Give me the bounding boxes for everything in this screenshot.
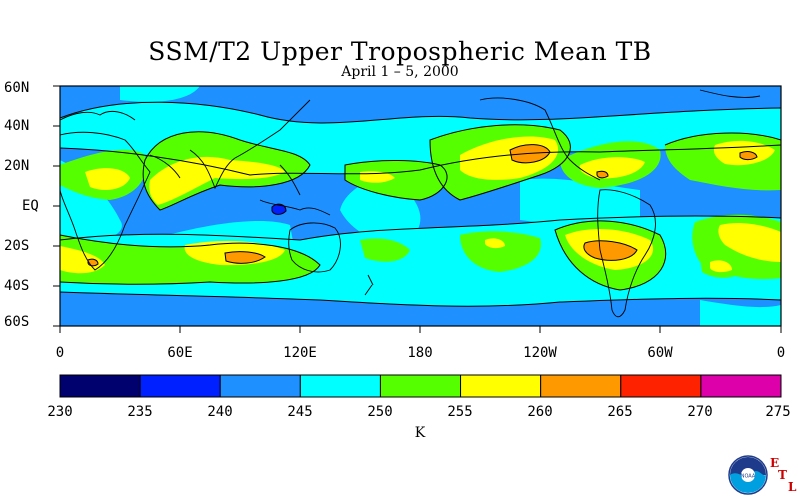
lat-label-20s: 20S [4, 238, 30, 254]
noaa-logo-text: NOAA [741, 474, 756, 480]
coastlines [59, 89, 761, 318]
colorbar-swatch [620, 374, 702, 398]
map-subtitle: April 1 – 5, 2000 [341, 64, 459, 80]
logo-letter-l: L [788, 480, 797, 494]
lat-label-60s: 60S [4, 314, 30, 330]
lat-ticks [53, 85, 60, 327]
colorbar-swatch [139, 374, 221, 398]
logo-letter-e: E [770, 456, 780, 470]
colorbar-label: 255 [447, 404, 473, 420]
contour-lines [59, 101, 782, 307]
lon-label-180: 180 [407, 345, 433, 361]
lon-label-120e: 120E [283, 345, 317, 361]
colorbar-swatch [299, 374, 381, 398]
colorbar-swatch [700, 374, 782, 398]
lat-label-20n: 20N [4, 158, 30, 174]
colorbar-label: 230 [47, 404, 73, 420]
colorbar-label: 260 [527, 404, 553, 420]
colorbar-swatch [379, 374, 462, 398]
colorbar-swatch [540, 374, 622, 398]
temperature-field [59, 85, 782, 327]
lat-label-60n: 60N [4, 80, 30, 96]
colorbar-label: 270 [687, 404, 713, 420]
noaa-logo-icon: NOAA [728, 455, 768, 495]
colorbar-label: 240 [207, 404, 233, 420]
lon-ticks [59, 326, 782, 333]
colorbar-swatch [219, 374, 301, 398]
colorbar-label: 265 [607, 404, 633, 420]
colorbar-label: 250 [367, 404, 393, 420]
colorbar-swatch [59, 374, 141, 398]
map-title: SSM/T2 Upper Tropospheric Mean TB [148, 37, 652, 66]
lat-label-40n: 40N [4, 118, 30, 134]
lon-label-60e: 60E [167, 345, 193, 361]
colorbar-label: 245 [287, 404, 313, 420]
lon-label-0: 0 [55, 345, 65, 361]
lon-label-60w: 60W [647, 345, 673, 361]
logo-letter-t: T [778, 468, 787, 482]
lat-label-40s: 40S [4, 278, 30, 294]
colorbar [59, 374, 782, 398]
lat-label-eq: EQ [22, 198, 39, 214]
lon-label-120w: 120W [523, 345, 557, 361]
colorbar-label: 235 [127, 404, 153, 420]
lon-label-0-east: 0 [776, 345, 786, 361]
colorbar-units: K [414, 425, 426, 441]
colorbar-swatch [460, 374, 542, 398]
colorbar-label: 275 [765, 404, 791, 420]
